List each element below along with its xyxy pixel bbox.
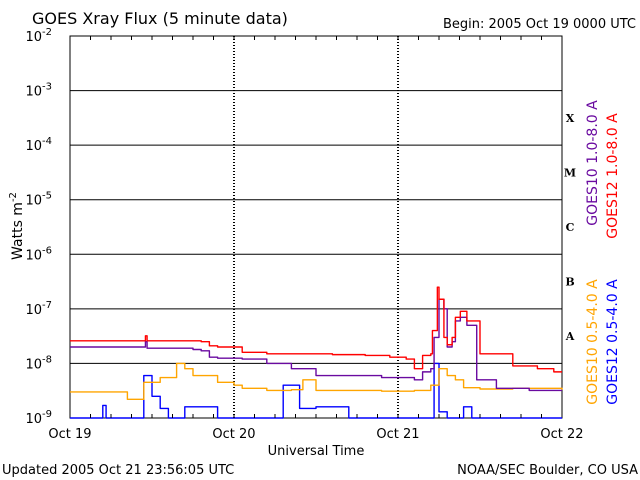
y-tick-label: 10-8 [25, 354, 52, 372]
x-tick-marks [90, 36, 542, 418]
footer-updated: Updated 2005 Oct 21 23:56:05 UTC [2, 463, 234, 478]
x-tick-labels: Oct 19 Oct 20 Oct 21 Oct 22 [48, 427, 583, 442]
series-line [70, 286, 562, 373]
legend-goes10-long: GOES10 1.0-8.0 A [585, 100, 601, 226]
flare-class-label: X [566, 112, 575, 125]
chart-title: GOES Xray Flux (5 minute data) [32, 9, 288, 28]
flare-class-label: C [566, 221, 575, 234]
series-line [70, 362, 563, 401]
y-tick-label: 10-6 [25, 245, 52, 263]
y-tick-label: 10-2 [25, 27, 52, 45]
flare-class-labels: A B C M X [564, 112, 576, 343]
y-axis-label: Watts m-2 [8, 192, 26, 260]
plot-frame [69, 35, 563, 419]
x-tick-label: Oct 20 [212, 427, 255, 442]
y-tick-label: 10-4 [25, 136, 52, 154]
legend-goes12-short: GOES12 0.5-4.0 A [605, 279, 621, 405]
footer-source: NOAA/SEC Boulder, CO USA [457, 463, 638, 478]
y-tick-label: 10-7 [25, 300, 52, 318]
y-axis-label-exponent: -2 [8, 192, 19, 202]
flare-class-label: B [565, 276, 574, 289]
plot-area [69, 35, 563, 419]
y-tick-label: 10-9 [25, 409, 52, 427]
flare-class-label: M [564, 166, 576, 179]
begin-label: Begin: 2005 Oct 19 0000 UTC [443, 17, 636, 32]
legend-goes12-long: GOES12 1.0-8.0 A [605, 113, 621, 239]
x-axis-label: Universal Time [268, 444, 365, 459]
y-tick-label: 10-5 [25, 191, 52, 209]
y-tick-label: 10-3 [25, 82, 52, 100]
flare-class-label: A [565, 330, 575, 343]
legend-bottom: GOES12 0.5-4.0 A GOES10 0.5-4.0 A [585, 279, 621, 405]
series-line [70, 362, 562, 419]
legend-right: GOES12 1.0-8.0 A GOES10 1.0-8.0 A [585, 100, 621, 239]
x-tick-label: Oct 22 [540, 427, 583, 442]
x-tick-label: Oct 21 [376, 427, 419, 442]
x-tick-label: Oct 19 [48, 427, 91, 442]
series-layer [70, 286, 563, 419]
gridlines [70, 36, 562, 418]
legend-goes10-short: GOES10 0.5-4.0 A [585, 279, 601, 405]
y-tick-labels: 10-9 10-8 10-7 10-6 10-5 10-4 10-3 10-2 [25, 27, 52, 427]
